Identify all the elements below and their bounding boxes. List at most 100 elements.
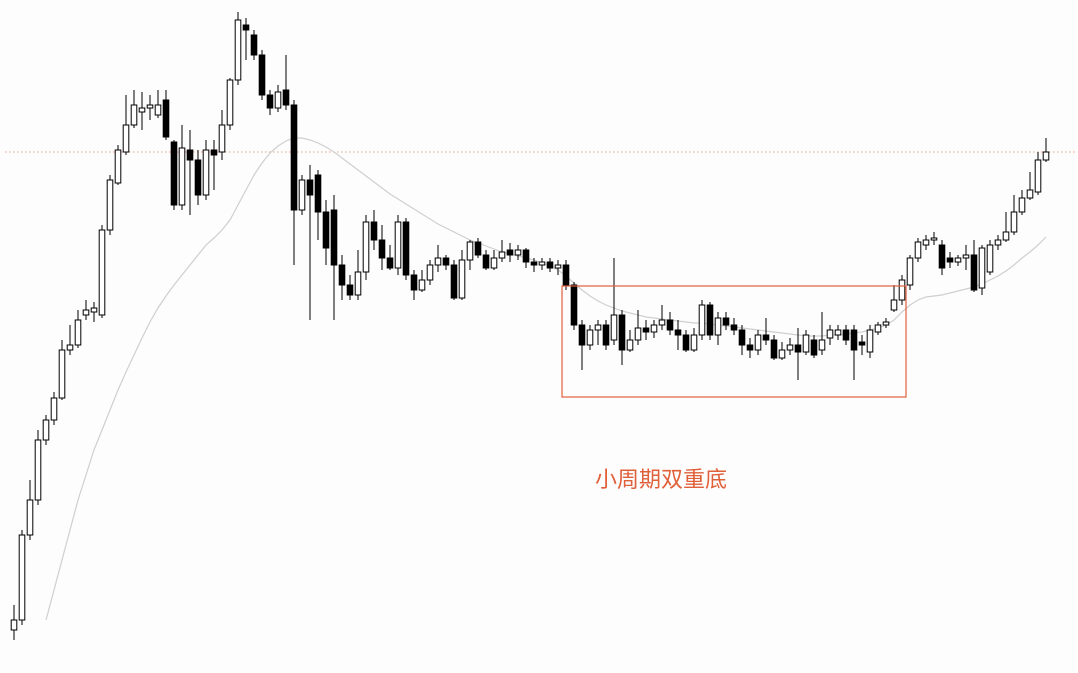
candle-body <box>394 221 402 269</box>
candle-body <box>826 329 834 339</box>
candle-body <box>834 329 842 336</box>
candle-body <box>450 264 458 299</box>
candle-body <box>530 261 538 266</box>
candle-body <box>562 264 570 286</box>
candle-body <box>970 254 978 291</box>
candle-body <box>498 251 506 259</box>
candle-body <box>994 239 1002 246</box>
candle-body <box>954 257 962 263</box>
candle-body <box>330 209 338 266</box>
candle-body <box>634 327 642 341</box>
candle-body <box>778 349 786 359</box>
candle-body <box>98 229 106 316</box>
candle-body <box>170 141 178 206</box>
candle-body <box>298 179 306 211</box>
candle-body <box>618 314 626 351</box>
candle-body <box>546 261 554 269</box>
candle-body <box>138 107 146 113</box>
candle-body <box>482 254 490 269</box>
candle-body <box>602 324 610 346</box>
candle-body <box>730 324 738 331</box>
candle-body <box>106 179 114 231</box>
candle-body <box>442 257 450 266</box>
candle-body <box>10 619 18 631</box>
candle-body <box>818 339 826 351</box>
candle-body <box>578 324 586 346</box>
candle-body <box>786 344 794 351</box>
candle-body <box>610 314 618 341</box>
candle-body <box>178 147 186 206</box>
candle-body <box>570 284 578 326</box>
candle-body <box>266 94 274 109</box>
candle-body <box>674 329 682 336</box>
candle-body <box>290 104 298 211</box>
candle-body <box>666 319 674 331</box>
candle-body <box>114 149 122 184</box>
candle-body <box>274 91 282 109</box>
candle-body <box>250 34 258 56</box>
candle-body <box>810 339 818 356</box>
candle-body <box>34 439 42 501</box>
candle-body <box>50 397 58 421</box>
candle-body <box>690 334 698 351</box>
candle-body <box>698 304 706 336</box>
candle-body <box>418 279 426 291</box>
candle-body <box>858 341 866 346</box>
candle-body <box>938 244 946 269</box>
candle-body <box>746 344 754 351</box>
candle-body <box>402 221 410 276</box>
candle-body <box>794 344 802 353</box>
candle-body <box>474 241 482 256</box>
candle-body <box>754 334 762 351</box>
candle-body <box>930 237 938 241</box>
candle-body <box>410 274 418 291</box>
candle-body <box>714 317 722 336</box>
candle-body <box>890 299 898 311</box>
candle-body <box>82 309 90 316</box>
candle-body <box>202 149 210 196</box>
candle-body <box>194 159 202 196</box>
candle-body <box>386 257 394 269</box>
candle-body <box>226 79 234 126</box>
candle-body <box>314 174 322 213</box>
candle-body <box>354 271 362 296</box>
candle-body <box>186 149 194 161</box>
candle-body <box>914 241 922 259</box>
candle-body <box>258 54 266 96</box>
candle-body <box>1042 151 1050 161</box>
candle-body <box>338 264 346 286</box>
candle-body <box>650 324 658 333</box>
candle-body <box>458 259 466 299</box>
annotation-label: 小周期双重底 <box>595 468 727 493</box>
candle-body <box>522 249 530 263</box>
candle-body <box>738 329 746 346</box>
candle-body <box>874 324 882 333</box>
candle-body <box>706 304 714 336</box>
candle-body <box>642 327 650 333</box>
candle-body <box>1010 211 1018 233</box>
candle-body <box>90 307 98 313</box>
candle-body <box>58 349 66 399</box>
candle-body <box>122 124 130 153</box>
candle-body <box>850 329 858 351</box>
candle-body <box>66 344 74 351</box>
candle-body <box>1026 189 1034 199</box>
candle-body <box>282 89 290 106</box>
candle-body <box>978 247 986 289</box>
candle-body <box>26 499 34 536</box>
candle-body <box>426 264 434 281</box>
candle-body <box>42 419 50 441</box>
candle-body <box>378 239 386 259</box>
candle-body <box>154 104 162 116</box>
candle-body <box>594 324 602 331</box>
candle-body <box>658 319 666 326</box>
candle-body <box>1018 197 1026 213</box>
candle-body <box>322 211 330 249</box>
candle-body <box>962 254 970 259</box>
candle-body <box>586 329 594 346</box>
candle-body <box>626 339 634 351</box>
candle-body <box>362 221 370 273</box>
candle-body <box>506 249 514 256</box>
